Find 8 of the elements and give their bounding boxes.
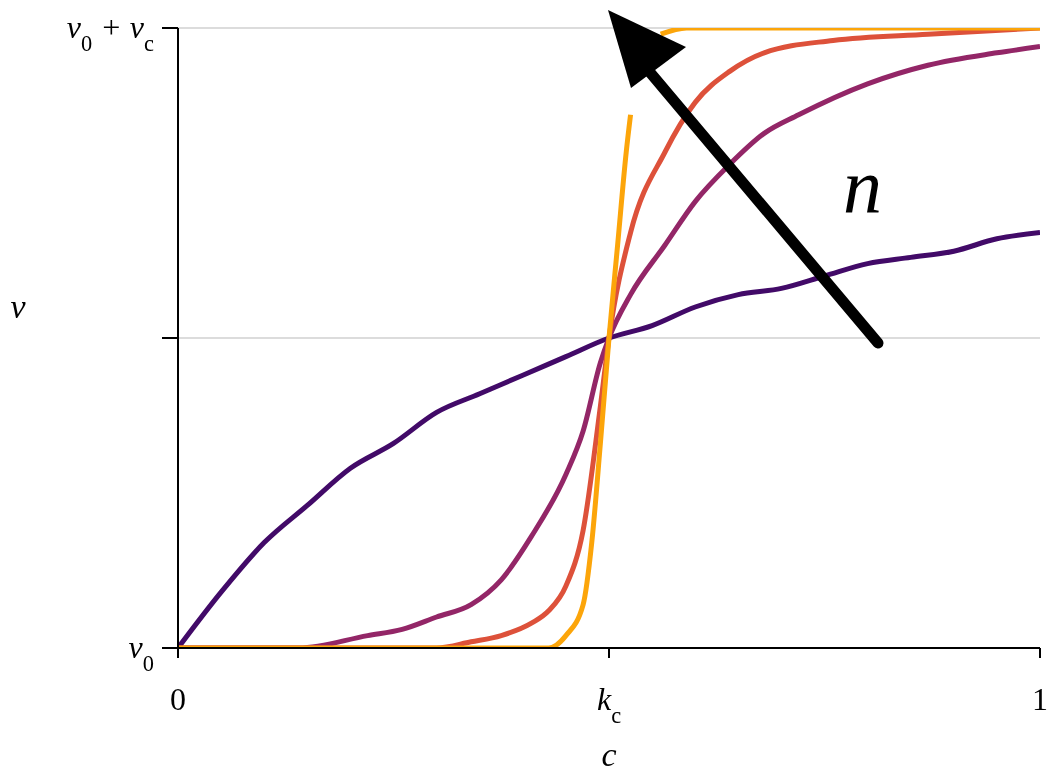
text: v$_{0}$ [128,629,154,676]
y-axis-title: v [10,288,27,325]
x-axis-title: c [601,736,617,773]
x-tick-label: 0 [170,681,186,717]
x-tick-label: k$_{c}$ [596,681,622,728]
text: v$_{0}$ + v$_{c}$ [66,9,155,56]
annotation: n [843,143,882,230]
x-tick-label: 1 [1032,681,1048,717]
